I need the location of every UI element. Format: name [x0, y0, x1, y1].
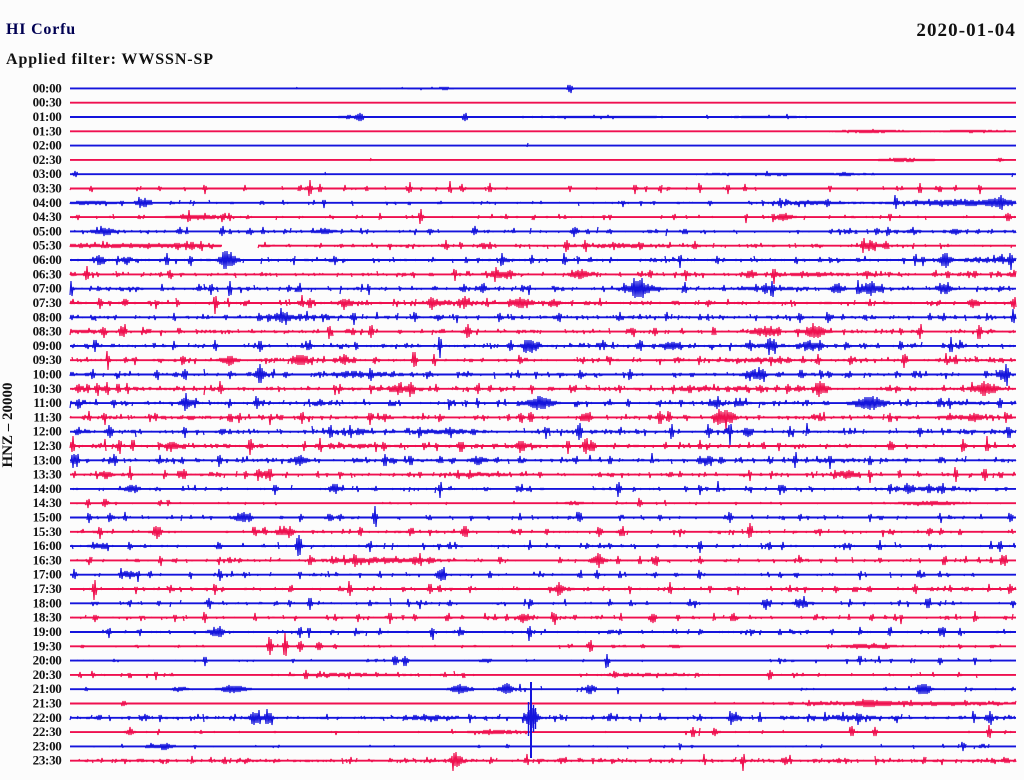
- svg-text:14:30: 14:30: [33, 495, 62, 510]
- svg-text:08:00: 08:00: [33, 309, 62, 324]
- svg-text:17:00: 17:00: [33, 567, 62, 582]
- svg-text:12:00: 12:00: [33, 424, 62, 439]
- svg-text:13:00: 13:00: [33, 452, 62, 467]
- svg-text:12:30: 12:30: [33, 438, 62, 453]
- svg-text:15:30: 15:30: [33, 524, 62, 539]
- svg-text:07:00: 07:00: [33, 281, 62, 296]
- svg-text:10:30: 10:30: [33, 381, 62, 396]
- svg-text:20:30: 20:30: [33, 667, 62, 682]
- svg-text:21:30: 21:30: [33, 696, 62, 711]
- svg-text:17:30: 17:30: [33, 581, 62, 596]
- svg-text:06:30: 06:30: [33, 266, 62, 281]
- svg-text:08:30: 08:30: [33, 324, 62, 339]
- svg-text:11:00: 11:00: [33, 395, 61, 410]
- svg-text:10:00: 10:00: [33, 367, 62, 382]
- svg-text:23:00: 23:00: [33, 738, 62, 753]
- svg-text:22:30: 22:30: [33, 724, 62, 739]
- svg-text:04:30: 04:30: [33, 209, 62, 224]
- svg-text:07:30: 07:30: [33, 295, 62, 310]
- svg-text:19:30: 19:30: [33, 638, 62, 653]
- svg-text:09:30: 09:30: [33, 352, 62, 367]
- svg-text:16:00: 16:00: [33, 538, 62, 553]
- svg-text:22:00: 22:00: [33, 710, 62, 725]
- svg-text:20:00: 20:00: [33, 653, 62, 668]
- svg-text:11:30: 11:30: [33, 409, 61, 424]
- svg-text:04:00: 04:00: [33, 195, 62, 210]
- svg-text:14:00: 14:00: [33, 481, 62, 496]
- svg-text:05:30: 05:30: [33, 238, 62, 253]
- svg-text:03:00: 03:00: [33, 166, 62, 181]
- svg-text:02:30: 02:30: [33, 152, 62, 167]
- svg-text:2020-01-04: 2020-01-04: [916, 20, 1016, 41]
- svg-text:21:00: 21:00: [33, 681, 62, 696]
- svg-text:06:00: 06:00: [33, 252, 62, 267]
- svg-text:13:30: 13:30: [33, 467, 62, 482]
- svg-text:Applied filter: WWSSN-SP: Applied filter: WWSSN-SP: [6, 51, 214, 68]
- svg-text:15:00: 15:00: [33, 510, 62, 525]
- svg-text:16:30: 16:30: [33, 552, 62, 567]
- svg-text:HI Corfu: HI Corfu: [6, 21, 76, 38]
- svg-text:00:30: 00:30: [33, 95, 62, 110]
- svg-text:00:00: 00:00: [33, 80, 62, 95]
- svg-text:01:30: 01:30: [33, 123, 62, 138]
- svg-text:09:00: 09:00: [33, 338, 62, 353]
- svg-text:01:00: 01:00: [33, 109, 62, 124]
- svg-text:19:00: 19:00: [33, 624, 62, 639]
- svg-text:05:00: 05:00: [33, 223, 62, 238]
- svg-text:18:30: 18:30: [33, 610, 62, 625]
- svg-text:02:00: 02:00: [33, 138, 62, 153]
- svg-text:18:00: 18:00: [33, 595, 62, 610]
- svg-text:03:30: 03:30: [33, 181, 62, 196]
- svg-text:HNZ – 20000: HNZ – 20000: [0, 382, 16, 467]
- svg-text:23:30: 23:30: [33, 753, 62, 768]
